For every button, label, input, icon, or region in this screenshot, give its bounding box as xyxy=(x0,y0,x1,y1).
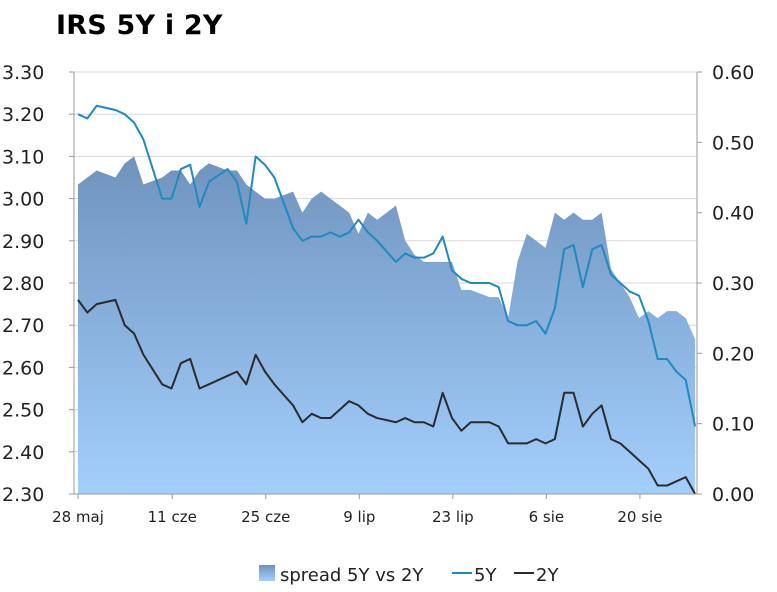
legend-label-5y: 5Y xyxy=(474,565,497,586)
series-2y-line xyxy=(77,298,696,495)
y-right-tick-label: 0.60 xyxy=(712,62,754,84)
y-left-tick-label: 3.10 xyxy=(2,146,44,168)
x-tick-label: 9 lip xyxy=(343,508,375,526)
legend-label-spread: spread 5Y vs 2Y xyxy=(280,565,424,586)
y-left-tick-label: 2.30 xyxy=(2,484,44,506)
y-left-tick-label: 3.20 xyxy=(2,104,44,126)
y-right-tick-label: 0.20 xyxy=(712,343,754,365)
axes: 2.30 2.40 2.50 2.60 2.70 2.80 2.90 3.00 3.10 3.20… xyxy=(2,62,754,526)
y-right-tick-label: 0.00 xyxy=(712,484,754,506)
lines-layer xyxy=(77,104,697,495)
legend-label-2y: 2Y xyxy=(536,565,559,586)
x-tick-label: 6 sie xyxy=(529,508,565,526)
y-left-tick-label: 2.80 xyxy=(2,273,44,295)
y-left-tick-label: 3.30 xyxy=(2,62,44,84)
y-left-tick-label: 2.60 xyxy=(2,357,44,379)
series-spread-area xyxy=(78,156,696,494)
chart-title: IRS 5Y i 2Y xyxy=(56,10,223,41)
x-tick-label: 23 lip xyxy=(432,508,474,526)
y-left-tick-label: 2.90 xyxy=(2,231,44,253)
x-tick-label: 28 maj xyxy=(52,508,104,526)
y-left-tick-label: 2.50 xyxy=(2,400,44,422)
legend-swatch-spread xyxy=(259,565,275,581)
y-right-tick-label: 0.50 xyxy=(712,132,754,154)
x-tick-label: 11 cze xyxy=(148,508,197,526)
y-right-tick-label: 0.40 xyxy=(712,203,754,225)
y-left-tick-label: 3.00 xyxy=(2,189,44,211)
series-5y-line xyxy=(77,104,697,427)
x-tick-label: 25 cze xyxy=(241,508,290,526)
legend: spread 5Y vs 2Y 5Y 2Y xyxy=(259,565,559,586)
y-left-tick-label: 2.40 xyxy=(2,442,44,464)
spread-area-layer xyxy=(78,156,696,494)
x-tick-label: 20 sie xyxy=(617,508,662,526)
y-right-tick-label: 0.10 xyxy=(712,414,754,436)
y-left-tick-label: 2.70 xyxy=(2,315,44,337)
y-right-tick-label: 0.30 xyxy=(712,273,754,295)
